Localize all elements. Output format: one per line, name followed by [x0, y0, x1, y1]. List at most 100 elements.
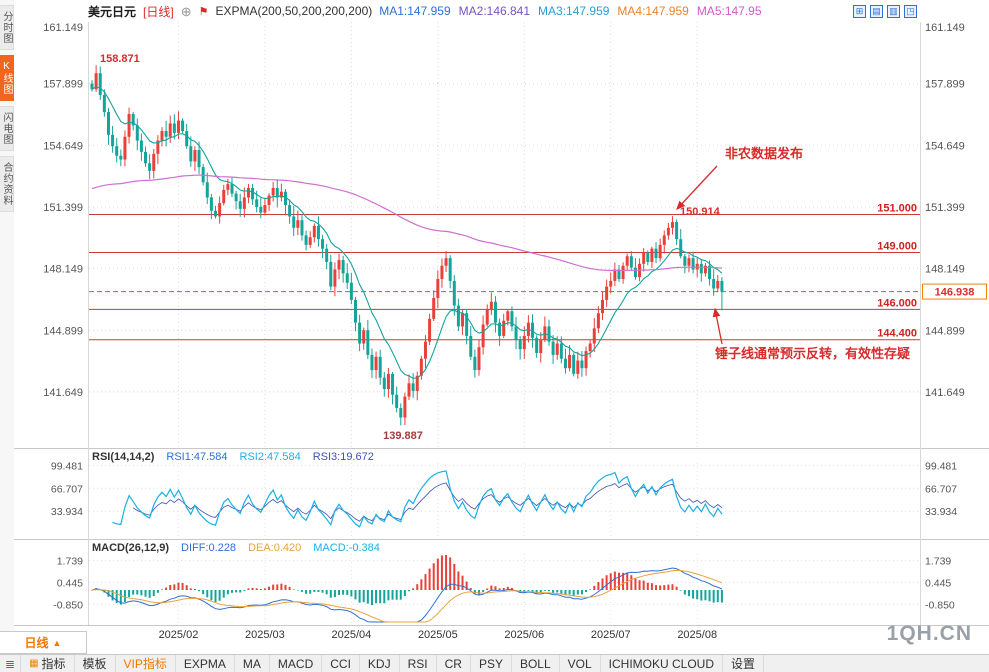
time-axis-labels: 2025/02 2025/03 2025/04 2025/05 2025/06 2025/…: [159, 629, 718, 641]
ma-value-3: MA3:147.959: [538, 4, 610, 18]
toolbar-item-VOL[interactable]: VOL: [560, 655, 601, 672]
fullscreen-icon[interactable]: ◳: [904, 4, 917, 18]
split-view-icon[interactable]: ▥: [887, 4, 900, 18]
toolbar-item-MA[interactable]: MA: [235, 655, 270, 672]
toolbar-item-CCI[interactable]: CCI: [322, 655, 360, 672]
sidebar-tab-闪电图[interactable]: 闪电图: [0, 106, 14, 151]
svg-text:1.739: 1.739: [57, 555, 83, 567]
toolbar-item-label: 设置: [731, 656, 756, 671]
toolbar-item-设置[interactable]: 设置: [723, 655, 765, 672]
svg-text:66.707: 66.707: [51, 483, 83, 495]
svg-text:157.899: 157.899: [43, 79, 83, 91]
svg-text:99.481: 99.481: [51, 460, 83, 472]
svg-text:144.899: 144.899: [925, 325, 965, 337]
svg-text:148.149: 148.149: [43, 264, 83, 276]
svg-text:0.445: 0.445: [925, 577, 951, 589]
toolbar-item-label: 模板: [82, 656, 107, 671]
svg-text:锤子线通常预示反转，有效性存疑: 锤子线通常预示反转，有效性存疑: [714, 346, 910, 361]
svg-text:2025/03: 2025/03: [245, 629, 285, 641]
bottom-toolbar-items: ▦ 指标 模板 VIP指标 EXPMA MA MACD CCI KDJ RSI CR PSY BOLL V…: [21, 655, 765, 672]
toolbar-item-label: CR: [444, 656, 462, 671]
toolbar-item-label: PSY: [478, 656, 503, 671]
symbol-name: 美元日元: [88, 4, 137, 19]
chart-canvas[interactable]: 161.149 161.149 157.899 157.899 154.649 154.6…: [14, 22, 989, 655]
svg-text:0.445: 0.445: [57, 577, 83, 589]
svg-text:2025/04: 2025/04: [331, 629, 371, 641]
toolbar-item-指标[interactable]: ▦ 指标: [21, 655, 75, 672]
svg-text:146.938: 146.938: [935, 287, 975, 299]
chart-mode-icon[interactable]: ▤: [870, 4, 883, 18]
period-label: 日线: [24, 636, 49, 650]
toolbar-item-label: VIP指标: [123, 656, 167, 671]
toolbar-item-label: EXPMA: [183, 656, 226, 671]
svg-text:99.481: 99.481: [925, 460, 957, 472]
svg-text:2025/05: 2025/05: [418, 629, 458, 641]
macd-panel: MACD(26,12,9) DIFF:0.228 DEA:0.420 MACD:-0.…: [53, 542, 955, 623]
svg-text:1.739: 1.739: [925, 555, 951, 567]
svg-text:149.000: 149.000: [877, 240, 917, 252]
ma-values: MA1:147.959 MA2:146.841 MA3:147.959 MA4:147…: [379, 4, 761, 18]
svg-text:141.649: 141.649: [925, 387, 965, 399]
svg-text:148.149: 148.149: [925, 264, 965, 276]
left-sidebar: 分时图 K线图闪电图合约资料: [0, 0, 14, 655]
svg-text:2025/07: 2025/07: [591, 629, 631, 641]
toolbar-item-KDJ[interactable]: KDJ: [360, 655, 400, 672]
panel-dividers: [14, 22, 989, 626]
ma-value-4: MA4:147.959: [617, 4, 689, 18]
svg-text:33.934: 33.934: [51, 506, 83, 518]
toolbar-item-label: MACD: [277, 656, 314, 671]
toolbar-item-MACD[interactable]: MACD: [270, 655, 323, 672]
expand-circle-icon[interactable]: ⊕: [180, 3, 192, 19]
price-axis-labels: 161.149 161.149 157.899 157.899 154.649 154.6…: [43, 22, 965, 399]
svg-text:2025/02: 2025/02: [159, 629, 199, 641]
svg-text:154.649: 154.649: [43, 140, 83, 152]
svg-text:150.914: 150.914: [680, 206, 721, 218]
sidebar-tab-合约资料[interactable]: 合约资料: [0, 156, 14, 212]
toolbar-menu-icon[interactable]: ≣: [0, 655, 22, 672]
ma-value-1: MA1:147.959: [379, 4, 451, 18]
chart-header: 美元日元 [日线] ⊕ ⚑ EXPMA(200,50,200,200,200) …: [88, 0, 989, 22]
toolbar-item-label: MA: [242, 656, 261, 671]
svg-text:2025/06: 2025/06: [504, 629, 544, 641]
indicator-flag-icon: ⚑: [198, 5, 209, 18]
sidebar-tab-分时图[interactable]: 分时图: [0, 5, 14, 50]
last-price-marker: 146.938: [89, 283, 987, 300]
toolbar-item-label: BOLL: [519, 656, 551, 671]
moving-averages: [91, 86, 723, 379]
candles-layer: [90, 65, 724, 426]
toolbar-item-PSY[interactable]: PSY: [471, 655, 512, 672]
toolbar-item-RSI[interactable]: RSI: [400, 655, 437, 672]
svg-text:144.400: 144.400: [877, 328, 917, 340]
period-tag: [日线]: [143, 4, 174, 19]
svg-text:151.399: 151.399: [925, 202, 965, 214]
toolbar-item-模板[interactable]: 模板: [75, 655, 116, 672]
svg-text:144.899: 144.899: [43, 325, 83, 337]
svg-text:非农数据发布: 非农数据发布: [725, 146, 803, 161]
toolbar-item-VIP指标[interactable]: VIP指标: [116, 655, 176, 672]
svg-text:141.649: 141.649: [43, 387, 83, 399]
bottom-toolbar: ≣ ▦ 指标 模板 VIP指标 EXPMA MA MACD CCI KDJ RSI CR PSY BOL…: [0, 654, 989, 672]
toolbar-item-CR[interactable]: CR: [437, 655, 471, 672]
indicator-name: EXPMA(200,50,200,200,200): [215, 4, 373, 18]
grid-layout-icon[interactable]: ⊞: [853, 4, 866, 18]
toolbar-item-EXPMA[interactable]: EXPMA: [176, 655, 235, 672]
toolbar-item-label: ICHIMOKU CLOUD: [608, 656, 715, 671]
ma-value-5: MA5:147.95: [696, 4, 762, 18]
svg-text:151.000: 151.000: [877, 203, 917, 215]
sidebar-tab-K线图[interactable]: K线图: [0, 55, 14, 101]
toolbar-item-ICHIMOKU CLOUD[interactable]: ICHIMOKU CLOUD: [601, 655, 724, 672]
toolbar-item-label: RSI: [407, 656, 428, 671]
toolbar-item-BOLL[interactable]: BOLL: [512, 655, 560, 672]
support-resistance-lines: 151.000 149.000 146.000 144.400: [89, 203, 920, 341]
period-selector[interactable]: 日线 ▲: [0, 631, 87, 654]
gridlines: [89, 22, 920, 623]
chart-annotations: 158.871 非农数据发布 150.914 139.887 锤子线通常预示反转，有效性…: [100, 53, 910, 442]
svg-text:1QH.CN: 1QH.CN: [887, 622, 972, 645]
svg-text:146.000: 146.000: [877, 297, 917, 309]
toolbar-item-label: KDJ: [367, 656, 391, 671]
topbar-icons: ⊞ ▤ ▥ ◳: [853, 4, 989, 18]
svg-text:33.934: 33.934: [925, 506, 957, 518]
svg-text:139.887: 139.887: [383, 430, 423, 442]
